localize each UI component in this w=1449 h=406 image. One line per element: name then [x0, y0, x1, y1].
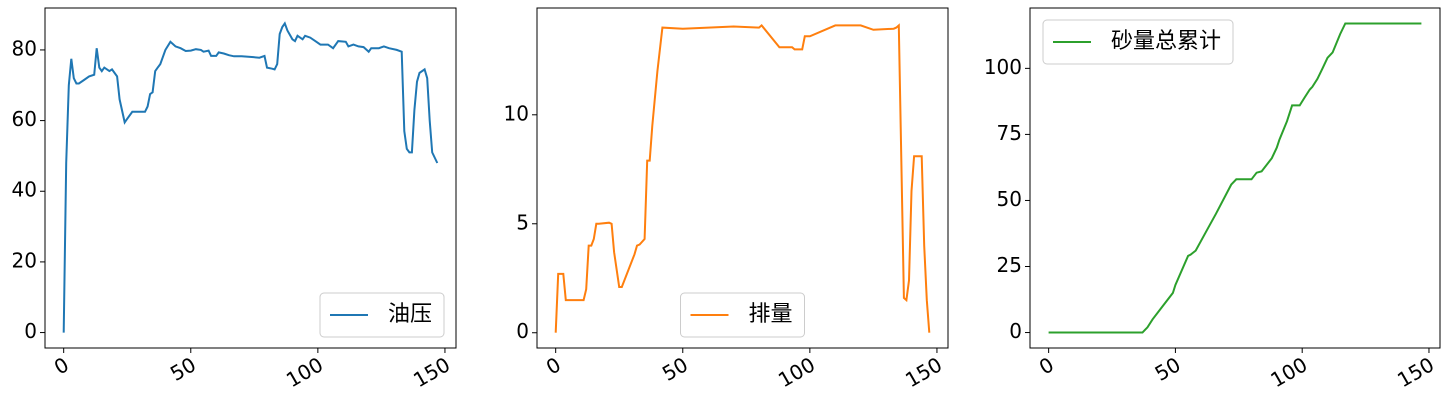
x-tick-label: 50	[166, 352, 200, 386]
axes-frame	[1029, 7, 1441, 349]
x-tick-label: 50	[1151, 352, 1185, 386]
legend-box	[1042, 19, 1234, 65]
legend-box	[680, 292, 805, 338]
legend-label: 砂量总累计	[1111, 29, 1221, 54]
y-tick-label: 5	[516, 210, 529, 234]
data-line	[554, 23, 931, 333]
axes-frame	[44, 7, 457, 349]
y-tick-label: 10	[504, 101, 529, 125]
x-tick-label: 0	[1035, 352, 1058, 379]
x-tick-label: 150	[1393, 352, 1438, 392]
y-tick-label: 0	[516, 319, 529, 343]
y-tick-label: 25	[997, 253, 1022, 277]
x-tick-label: 100	[1266, 352, 1311, 392]
y-tick-label: 20	[12, 248, 37, 272]
x-tick-label: 100	[282, 352, 327, 392]
y-tick-label: 75	[997, 121, 1022, 145]
y-tick-label: 100	[984, 55, 1022, 79]
axes-frame	[536, 7, 949, 349]
x-tick-label: 50	[658, 352, 692, 386]
x-tick-label: 150	[901, 352, 946, 392]
y-tick-label: 80	[12, 36, 37, 60]
data-line	[1048, 22, 1422, 334]
y-tick-label: 0	[1009, 319, 1022, 343]
y-tick-label: 40	[12, 178, 37, 202]
legend-label: 排量	[749, 302, 793, 327]
data-line	[62, 21, 439, 333]
x-tick-label: 100	[774, 352, 819, 392]
legend-box	[319, 292, 445, 338]
y-tick-label: 0	[24, 319, 37, 343]
x-tick-label: 0	[50, 352, 73, 379]
x-tick-label: 0	[542, 352, 565, 379]
y-tick-label: 50	[997, 187, 1022, 211]
legend-label: 油压	[388, 302, 432, 327]
y-tick-label: 60	[12, 107, 37, 131]
x-tick-label: 150	[409, 352, 454, 392]
